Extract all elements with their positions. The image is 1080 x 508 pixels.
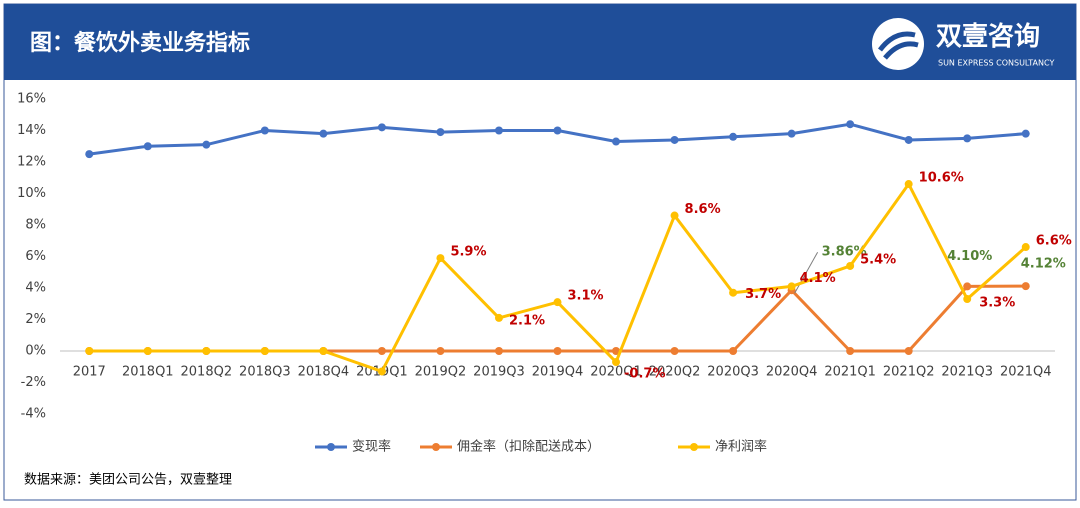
y-tick-label: 16%: [17, 92, 46, 107]
point: [494, 347, 503, 355]
x-tick-label: 2021Q3: [941, 365, 993, 380]
legend-marker: [690, 443, 698, 451]
point: [670, 135, 679, 144]
point: [729, 347, 738, 355]
y-tick-label: 6%: [25, 249, 46, 264]
point: [377, 123, 386, 132]
point: [670, 211, 679, 220]
point: [612, 137, 621, 146]
y-tick-label: 10%: [17, 186, 46, 201]
point: [904, 180, 913, 189]
x-tick-label: 2018Q3: [239, 365, 291, 380]
point: [436, 254, 445, 263]
point: [963, 295, 972, 304]
x-tick-label: 2017: [73, 365, 106, 380]
data-label: 5.9%: [450, 245, 486, 260]
legend-label: 变现率: [352, 439, 391, 455]
data-label: 3.3%: [979, 296, 1015, 311]
legend-marker: [432, 443, 440, 451]
y-tick-label: -2%: [21, 375, 46, 390]
point: [1021, 129, 1030, 138]
x-tick-label: 2019Q3: [473, 365, 525, 380]
point: [729, 132, 738, 141]
data-label: 3.7%: [745, 287, 781, 302]
point: [787, 282, 796, 291]
point: [85, 347, 94, 355]
x-tick-label: 2020Q1: [590, 365, 642, 380]
point: [553, 347, 562, 355]
point: [1021, 282, 1030, 291]
data-label: 3.1%: [568, 289, 604, 304]
point: [553, 298, 562, 307]
y-tick-label: 14%: [17, 123, 46, 138]
y-tick-label: 2%: [25, 312, 46, 327]
point: [202, 347, 211, 355]
point: [846, 261, 855, 270]
point: [202, 140, 211, 149]
point: [377, 367, 386, 376]
x-tick-label: 2020Q2: [649, 365, 701, 380]
x-tick-label: 2019Q2: [415, 365, 467, 380]
point: [319, 347, 328, 355]
point: [787, 129, 796, 138]
point: [143, 142, 152, 151]
point: [670, 347, 679, 355]
data-label: 10.6%: [919, 171, 964, 186]
x-tick-label: 2020Q4: [766, 365, 818, 380]
data-label: -0.7%: [624, 367, 665, 382]
x-tick-label: 2021Q1: [824, 365, 876, 380]
data-label: 2.1%: [509, 313, 545, 328]
x-tick-label: 2021Q4: [1000, 365, 1052, 380]
point: [436, 347, 445, 355]
point: [904, 347, 913, 355]
point: [553, 126, 562, 135]
y-tick-label: 0%: [25, 344, 46, 359]
data-label: 6.6%: [1036, 234, 1072, 249]
x-tick-label: 2019Q4: [532, 365, 584, 380]
y-tick-label: 4%: [25, 281, 46, 296]
data-label: 4.12%: [1021, 257, 1066, 272]
legend-marker: [327, 443, 335, 451]
source-note: 数据来源：美团公司公告，双壹整理: [24, 473, 232, 488]
data-label: 8.6%: [685, 202, 721, 217]
point: [319, 129, 328, 138]
point: [143, 347, 152, 355]
x-tick-label: 2018Q2: [181, 365, 233, 380]
x-tick-label: 2018Q1: [122, 365, 174, 380]
point: [846, 347, 855, 355]
data-label: 5.4%: [860, 252, 896, 267]
data-label: 4.10%: [947, 249, 992, 264]
x-tick-label: 2021Q2: [883, 365, 935, 380]
brand-name: 双壹咨询: [936, 21, 1040, 52]
point: [85, 150, 94, 159]
page-title: 图：餐饮外卖业务指标: [30, 30, 250, 56]
logo-mark: [878, 31, 919, 60]
point: [963, 282, 972, 291]
x-tick-label: 2018Q4: [298, 365, 350, 380]
point: [377, 347, 386, 355]
legend-label: 佣金率（扣除配送成本）: [457, 439, 600, 455]
y-tick-label: 8%: [25, 218, 46, 233]
point: [494, 313, 503, 322]
legend-label: 净利润率: [715, 439, 767, 455]
y-tick-label: -4%: [21, 407, 46, 422]
x-tick-label: 2020Q3: [707, 365, 759, 380]
point: [436, 128, 445, 137]
point: [963, 134, 972, 143]
point: [1021, 243, 1030, 252]
point: [260, 126, 269, 135]
point: [846, 120, 855, 129]
point: [260, 347, 269, 355]
point: [904, 135, 913, 144]
data-label: 4.1%: [800, 271, 836, 286]
leader-line: [794, 251, 819, 294]
point: [612, 358, 621, 367]
point: [729, 288, 738, 297]
y-tick-label: 12%: [17, 155, 46, 170]
brand-subtitle: SUN EXPRESS CONSULTANCY: [938, 59, 1054, 68]
point: [494, 126, 503, 135]
